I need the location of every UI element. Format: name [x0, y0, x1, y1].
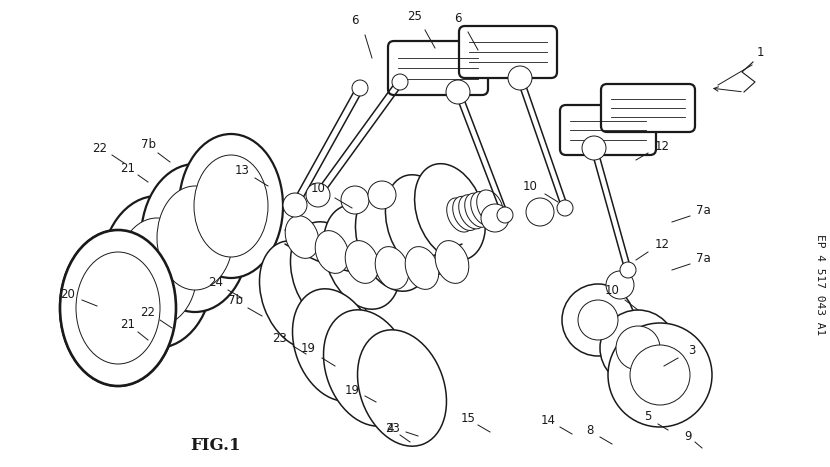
Text: 1: 1	[756, 45, 764, 58]
Text: 10: 10	[604, 283, 619, 297]
Text: 21: 21	[120, 162, 135, 175]
Ellipse shape	[630, 345, 690, 405]
Ellipse shape	[76, 252, 160, 364]
Ellipse shape	[526, 198, 554, 226]
Ellipse shape	[324, 205, 401, 309]
FancyBboxPatch shape	[560, 105, 656, 155]
Text: EP 4 517 043 A1: EP 4 517 043 A1	[815, 234, 825, 336]
Ellipse shape	[286, 216, 319, 258]
Ellipse shape	[76, 252, 160, 364]
Ellipse shape	[358, 330, 447, 446]
Ellipse shape	[608, 323, 712, 427]
Ellipse shape	[392, 74, 408, 90]
Text: 12: 12	[655, 140, 670, 153]
Text: 9: 9	[684, 430, 691, 443]
Text: 19: 19	[344, 383, 359, 396]
Ellipse shape	[447, 198, 473, 232]
Ellipse shape	[141, 164, 249, 312]
Ellipse shape	[117, 218, 197, 326]
Ellipse shape	[341, 186, 369, 214]
Ellipse shape	[292, 289, 378, 401]
Text: 8: 8	[586, 424, 593, 437]
Text: 25: 25	[408, 9, 422, 22]
Ellipse shape	[308, 185, 328, 205]
Ellipse shape	[497, 207, 513, 223]
Ellipse shape	[585, 139, 603, 157]
Ellipse shape	[578, 300, 618, 340]
Text: 22: 22	[140, 305, 155, 318]
Text: 10: 10	[310, 182, 325, 194]
Text: 5: 5	[644, 410, 652, 423]
Text: 6: 6	[454, 12, 461, 24]
Ellipse shape	[306, 183, 330, 207]
Text: 7b: 7b	[140, 139, 155, 151]
Text: 10: 10	[523, 179, 538, 192]
Ellipse shape	[324, 310, 413, 426]
Ellipse shape	[582, 136, 606, 160]
Ellipse shape	[157, 186, 233, 290]
Ellipse shape	[557, 200, 573, 216]
Ellipse shape	[449, 83, 467, 101]
Ellipse shape	[375, 247, 409, 290]
Ellipse shape	[101, 196, 213, 348]
Ellipse shape	[435, 241, 469, 283]
Ellipse shape	[290, 222, 369, 328]
Ellipse shape	[355, 189, 431, 291]
Ellipse shape	[283, 193, 307, 217]
Text: 7a: 7a	[696, 204, 710, 217]
Ellipse shape	[508, 66, 532, 90]
Ellipse shape	[616, 326, 660, 370]
Ellipse shape	[459, 195, 486, 229]
Text: FIG.1: FIG.1	[190, 437, 240, 453]
Ellipse shape	[385, 175, 458, 275]
Ellipse shape	[352, 80, 368, 96]
Ellipse shape	[481, 204, 509, 232]
Ellipse shape	[405, 247, 439, 290]
Ellipse shape	[620, 262, 636, 278]
Text: 23: 23	[272, 332, 287, 345]
Ellipse shape	[452, 196, 479, 231]
Text: 20: 20	[61, 289, 76, 302]
Text: 4: 4	[386, 422, 393, 434]
FancyBboxPatch shape	[459, 26, 557, 78]
Text: 19: 19	[300, 341, 315, 354]
Ellipse shape	[471, 191, 497, 226]
FancyBboxPatch shape	[601, 84, 695, 132]
FancyBboxPatch shape	[388, 41, 488, 95]
Ellipse shape	[562, 284, 634, 356]
Text: 24: 24	[208, 276, 223, 289]
Ellipse shape	[446, 80, 470, 104]
Ellipse shape	[465, 193, 491, 227]
Text: 7a: 7a	[696, 252, 710, 264]
Ellipse shape	[415, 163, 486, 260]
Text: 15: 15	[461, 411, 476, 425]
Text: 22: 22	[92, 142, 108, 155]
Ellipse shape	[179, 134, 283, 278]
Ellipse shape	[476, 190, 503, 224]
Ellipse shape	[600, 310, 676, 386]
Text: 12: 12	[655, 239, 670, 252]
Ellipse shape	[60, 230, 176, 386]
Ellipse shape	[368, 181, 396, 209]
Text: 13: 13	[235, 163, 250, 177]
Ellipse shape	[260, 241, 340, 349]
Text: 6: 6	[351, 14, 359, 27]
Ellipse shape	[60, 230, 176, 386]
Ellipse shape	[511, 69, 529, 87]
Ellipse shape	[315, 231, 349, 273]
Text: 14: 14	[540, 413, 555, 426]
Text: 3: 3	[688, 344, 696, 356]
Ellipse shape	[194, 155, 268, 257]
Ellipse shape	[285, 195, 305, 215]
Ellipse shape	[606, 271, 634, 299]
Text: 23: 23	[386, 422, 400, 434]
Text: 21: 21	[120, 318, 135, 332]
Text: 7b: 7b	[227, 293, 242, 306]
Ellipse shape	[345, 241, 378, 283]
